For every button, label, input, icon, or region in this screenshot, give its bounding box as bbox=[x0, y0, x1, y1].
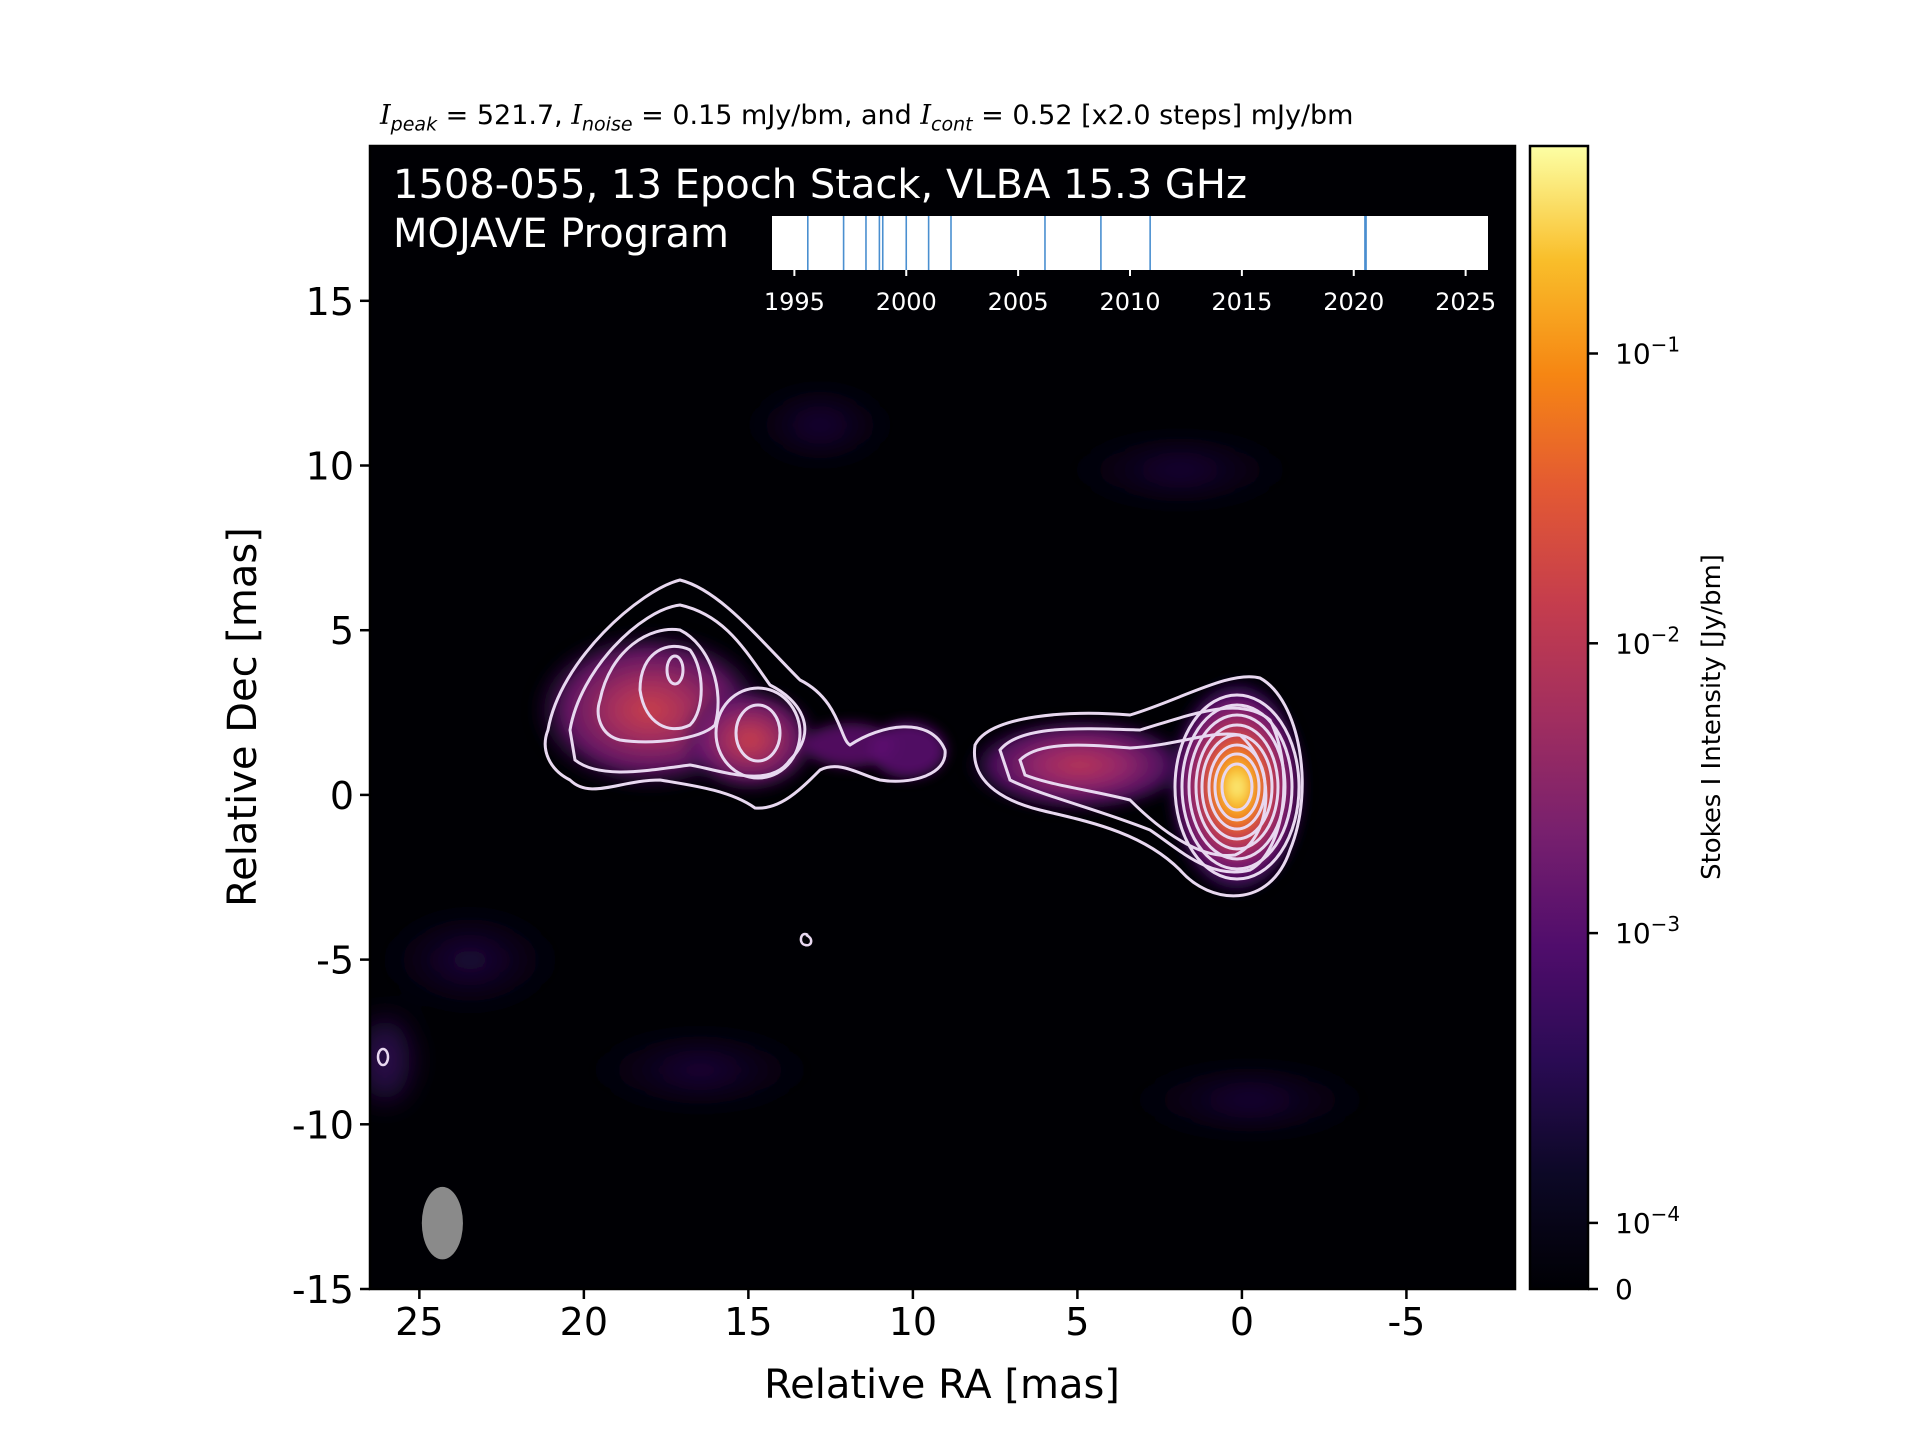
intensity-map bbox=[370, 146, 1515, 1289]
y-axis: 15 10 5 0 -5 -10 -15 bbox=[292, 280, 370, 1312]
x-tick-label: 15 bbox=[724, 1300, 772, 1344]
y-tick-label: -5 bbox=[316, 939, 354, 983]
y-tick-label: 0 bbox=[330, 774, 354, 818]
epoch-tick-label: 1995 bbox=[764, 288, 825, 316]
colorbar-tick-label: 10−2 bbox=[1615, 622, 1680, 660]
map-title-line2: MOJAVE Program bbox=[393, 211, 729, 257]
colorbar-gradient bbox=[1528, 144, 1590, 1291]
colorbar-tick-label: 0 bbox=[1615, 1273, 1633, 1306]
colorbar-tick-label: 10−1 bbox=[1615, 333, 1680, 371]
map-title-line1: 1508-055, 13 Epoch Stack, VLBA 15.3 GHz bbox=[393, 162, 1247, 208]
y-tick-label: -15 bbox=[292, 1268, 354, 1312]
colorbar-label: Stokes I Intensity [Jy/bm] bbox=[1697, 554, 1727, 880]
x-axis: 25 20 15 10 5 0 -5 bbox=[395, 1289, 1425, 1344]
x-tick-label: 5 bbox=[1065, 1300, 1089, 1344]
epoch-tick-label: 2010 bbox=[1099, 288, 1160, 316]
y-tick-label: -10 bbox=[292, 1103, 354, 1147]
epoch-tick-label: 2015 bbox=[1211, 288, 1272, 316]
figure-header: Ipeak = 521.7, Inoise = 0.15 mJy/bm, and… bbox=[380, 100, 1354, 136]
epoch-tick-label: 2020 bbox=[1323, 288, 1384, 316]
colorbar-tick-label: 10−3 bbox=[1615, 912, 1680, 950]
epoch-timeline-inset: 1995 2000 2005 2010 2015 2020 2025 bbox=[764, 216, 1496, 316]
x-tick-label: 10 bbox=[889, 1300, 937, 1344]
x-tick-label: -5 bbox=[1387, 1300, 1425, 1344]
colorbar: 10−1 10−2 10−3 10−4 0 bbox=[1528, 144, 1680, 1306]
beam-ellipse bbox=[421, 1186, 463, 1260]
x-tick-label: 0 bbox=[1230, 1300, 1254, 1344]
x-tick-label: 20 bbox=[560, 1300, 608, 1344]
epoch-tick-label: 2025 bbox=[1435, 288, 1496, 316]
x-axis-label: Relative RA [mas] bbox=[764, 1362, 1120, 1408]
epoch-tick-label: 2000 bbox=[876, 288, 937, 316]
y-tick-label: 5 bbox=[330, 609, 354, 653]
y-tick-label: 10 bbox=[306, 445, 354, 489]
x-tick-label: 25 bbox=[395, 1300, 443, 1344]
epoch-tick-label: 2005 bbox=[988, 288, 1049, 316]
contour-lines bbox=[376, 578, 1304, 1067]
faint-emission bbox=[370, 380, 1400, 1140]
y-axis-label: Relative Dec [mas] bbox=[220, 527, 266, 907]
colorbar-tick-label: 10−4 bbox=[1615, 1202, 1680, 1240]
epoch-timeline-box bbox=[772, 216, 1488, 270]
plot-frame bbox=[368, 144, 1517, 1291]
y-tick-label: 15 bbox=[306, 280, 354, 324]
